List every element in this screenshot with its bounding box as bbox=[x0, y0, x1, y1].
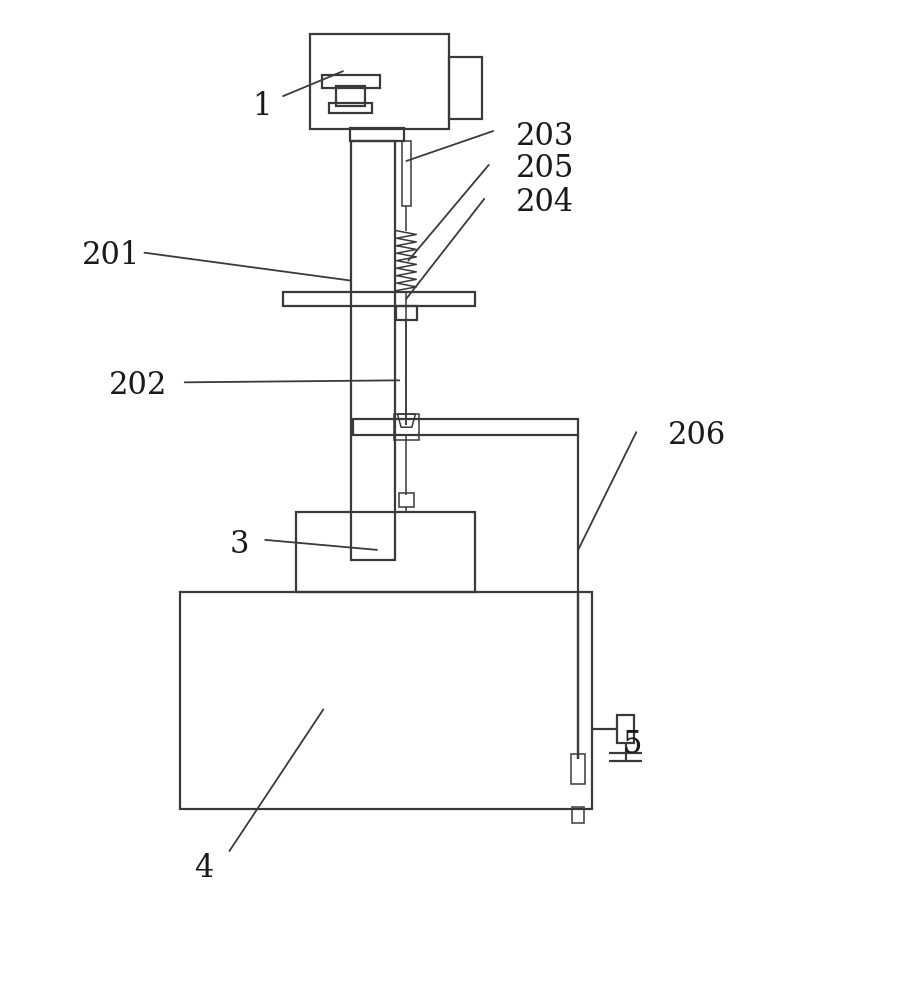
Bar bbox=[335, 86, 365, 106]
Bar bbox=[351, 141, 395, 560]
Text: 202: 202 bbox=[109, 370, 167, 401]
Bar bbox=[283, 292, 475, 306]
Bar bbox=[353, 419, 579, 435]
Bar bbox=[180, 592, 592, 809]
Bar bbox=[328, 103, 371, 113]
Bar bbox=[309, 34, 448, 129]
Bar bbox=[402, 141, 411, 206]
Text: 206: 206 bbox=[667, 420, 726, 451]
Bar bbox=[350, 128, 404, 141]
Bar bbox=[448, 57, 483, 119]
Text: 3: 3 bbox=[230, 529, 248, 560]
Bar bbox=[321, 75, 379, 88]
Text: 205: 205 bbox=[516, 153, 574, 184]
Text: 4: 4 bbox=[194, 853, 213, 884]
Text: 201: 201 bbox=[82, 240, 140, 271]
Bar bbox=[396, 306, 417, 320]
Bar bbox=[616, 715, 634, 743]
Text: 5: 5 bbox=[623, 729, 642, 760]
Text: 204: 204 bbox=[516, 187, 574, 218]
Bar bbox=[572, 807, 585, 823]
Text: 1: 1 bbox=[252, 91, 271, 122]
Bar bbox=[297, 512, 475, 592]
Text: 203: 203 bbox=[516, 121, 574, 152]
Bar bbox=[399, 493, 414, 507]
Bar bbox=[394, 414, 419, 440]
Bar bbox=[571, 754, 586, 784]
